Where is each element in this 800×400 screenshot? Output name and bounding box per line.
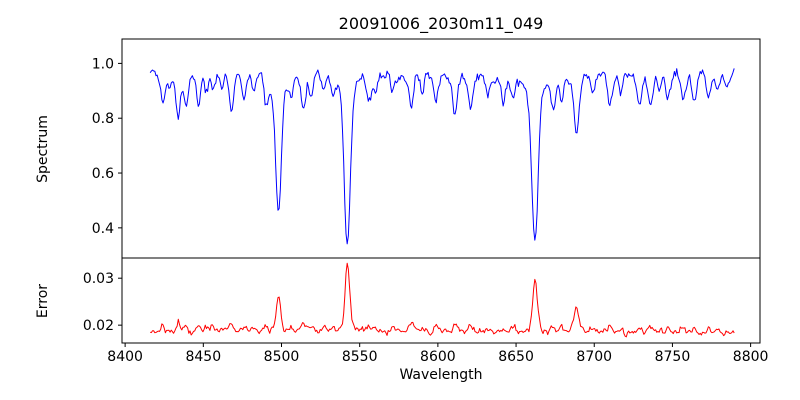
x-tick-label: 8800 [733,349,769,365]
x-tick-label: 8550 [342,349,378,365]
y-tick-label: 0.02 [83,318,114,334]
y-tick-label: 0.03 [83,271,114,287]
y-axis-label-error: Error [35,284,51,318]
spectrum-line [149,68,735,245]
y-axis-label-spectrum: Spectrum [35,115,51,183]
x-tick-label: 8500 [264,349,300,365]
y-tick-label: 0.6 [92,166,114,182]
y-tick-label: 0.4 [92,221,114,237]
plot-area: 8400 8450 8500 8550 8600 8650 8700 8750 8800 1.0 0… [83,38,769,365]
y-tick-label: 0.8 [92,111,114,127]
x-tick-label: 8450 [185,349,221,365]
chart-title: 20091006_2030m11_049 [339,14,544,34]
axes-frame-error [121,257,761,344]
x-tick-label: 8700 [576,349,612,365]
x-tick-label: 8650 [498,349,534,365]
x-tick-label: 8400 [107,349,143,365]
x-tick-label: 8750 [655,349,691,365]
axes-frame-spectrum [121,38,761,259]
x-axis-label: Wavelength [399,367,482,383]
y-tick-label: 1.0 [92,56,114,72]
x-tick-label: 8600 [420,349,456,365]
error-line [149,262,735,338]
